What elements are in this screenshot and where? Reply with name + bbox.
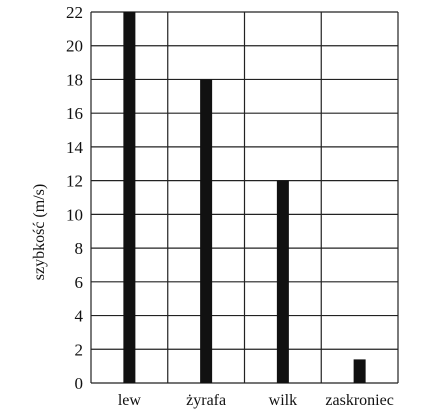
y-tick-label: 12 (66, 172, 83, 191)
bar (276, 180, 289, 383)
y-tick-label: 8 (75, 239, 84, 258)
bar (200, 79, 213, 384)
x-category-label: zaskroniec (325, 392, 393, 409)
y-tick-label: 0 (75, 374, 84, 393)
y-tick-label: 14 (66, 138, 84, 157)
x-category-label: wilk (269, 392, 297, 409)
bar (123, 12, 136, 383)
x-category-label: lew (118, 392, 142, 409)
y-tick-label: 6 (75, 273, 84, 292)
y-tick-label: 10 (66, 205, 83, 224)
x-category-label: żyrafa (186, 392, 226, 409)
y-axis-title: szybkość (m/s) (31, 184, 48, 280)
grid-lines (90, 11, 399, 384)
y-tick-label: 16 (66, 104, 83, 123)
y-tick-label: 4 (75, 307, 84, 326)
y-tick-label: 2 (75, 340, 84, 359)
y-tick-label: 18 (66, 70, 83, 89)
x-axis-labels: lew żyrafa wilk zaskroniec (118, 392, 394, 409)
y-axis-ticks: 0 2 4 6 8 10 12 14 16 18 20 22 (66, 3, 84, 393)
bars (123, 12, 366, 384)
y-tick-label: 20 (66, 37, 83, 56)
y-tick-label: 22 (66, 3, 83, 22)
bar (353, 359, 366, 383)
